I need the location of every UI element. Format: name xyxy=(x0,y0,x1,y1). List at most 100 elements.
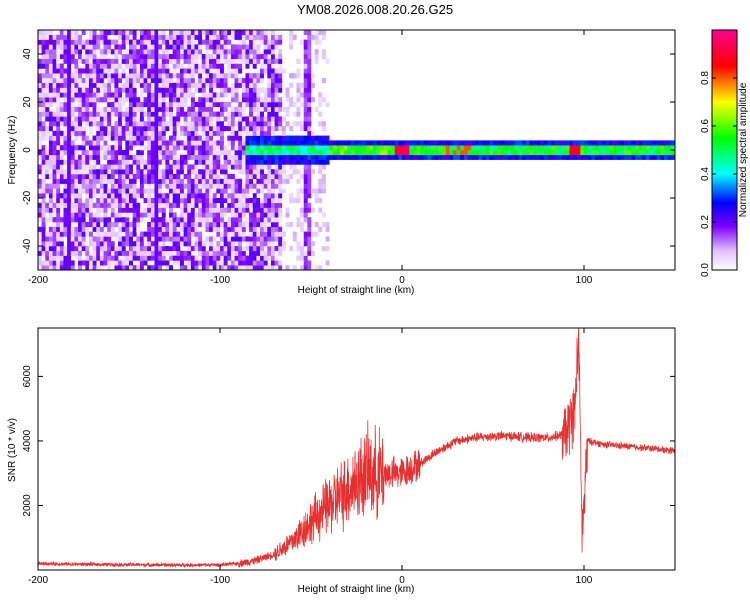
heatmap-cell xyxy=(121,202,126,208)
heatmap-cell xyxy=(325,58,330,64)
heatmap-cell xyxy=(249,58,254,64)
heatmap-cell xyxy=(194,135,199,141)
heatmap-cell xyxy=(234,150,239,156)
heatmap-cell xyxy=(198,73,203,79)
heatmap-cell xyxy=(107,246,112,252)
heatmap-cell xyxy=(201,78,206,84)
heatmap-cell xyxy=(147,236,152,242)
heatmap-cell xyxy=(81,54,86,60)
heatmap-cell xyxy=(558,150,563,156)
heatmap-cell xyxy=(52,58,57,64)
heatmap-cell xyxy=(179,92,184,98)
heatmap-cell xyxy=(118,102,123,108)
heatmap-cell xyxy=(147,39,152,45)
heatmap-cell xyxy=(230,54,235,60)
heatmap-cell xyxy=(121,159,126,165)
heatmap-cell xyxy=(96,231,101,237)
heatmap-cell xyxy=(158,135,163,141)
heatmap-cell xyxy=(318,150,323,156)
heatmap-cell xyxy=(78,255,82,261)
heatmap-cell xyxy=(103,126,108,132)
heatmap-cell xyxy=(198,30,203,36)
heatmap-cell xyxy=(161,87,166,93)
colorbar-tick-label: 0.8 xyxy=(700,71,711,85)
heatmap-cell xyxy=(216,265,221,270)
heatmap-cell xyxy=(671,140,675,146)
heatmap-cell xyxy=(114,159,119,165)
heatmap-cell xyxy=(198,193,203,199)
heatmap-cell xyxy=(227,30,232,36)
heatmap-cell xyxy=(227,68,232,74)
heatmap-cell xyxy=(81,58,86,64)
heatmap-cell xyxy=(114,154,119,160)
heatmap-cell xyxy=(99,198,104,204)
heatmap-cell xyxy=(238,30,243,36)
heatmap-cell xyxy=(263,102,268,108)
heatmap-cell xyxy=(234,68,239,74)
heatmap-cell xyxy=(318,188,323,194)
heatmap-cell xyxy=(223,49,228,55)
heatmap-cell xyxy=(103,202,108,208)
heatmap-cell xyxy=(150,154,155,160)
heatmap-cell xyxy=(187,164,192,170)
heatmap-cell xyxy=(103,68,108,74)
x-tick-label: -200 xyxy=(28,275,48,286)
heatmap-cell xyxy=(78,265,82,270)
heatmap-cell xyxy=(107,150,112,156)
heatmap-cell xyxy=(176,82,181,88)
heatmap-cell xyxy=(252,260,257,266)
heatmap-cell xyxy=(238,202,243,208)
heatmap-cell xyxy=(201,130,206,136)
heatmap-cell xyxy=(114,212,119,218)
heatmap-cell xyxy=(45,82,50,88)
heatmap-cell xyxy=(59,178,64,184)
heatmap-cell xyxy=(216,178,221,184)
heatmap-cell xyxy=(241,44,246,50)
heatmap-cell xyxy=(278,260,283,266)
heatmap-cell xyxy=(169,188,173,194)
heatmap-cell xyxy=(656,140,661,146)
heatmap-cell xyxy=(103,222,108,228)
heatmap-cell xyxy=(107,236,112,242)
heatmap-cell xyxy=(423,154,428,160)
heatmap-cell xyxy=(132,68,137,74)
heatmap-cell xyxy=(165,126,170,132)
heatmap-cell xyxy=(161,111,166,117)
heatmap-cell xyxy=(227,198,232,204)
heatmap-cell xyxy=(88,231,93,237)
heatmap-cell xyxy=(467,145,472,151)
heatmap-cell xyxy=(161,207,166,213)
heatmap-cell xyxy=(136,246,141,252)
heatmap-cell xyxy=(620,154,625,160)
heatmap-cell xyxy=(161,140,166,146)
heatmap-cell xyxy=(161,250,166,256)
heatmap-cell xyxy=(70,207,75,213)
heatmap-cell xyxy=(38,241,42,247)
heatmap-cell xyxy=(216,73,221,79)
heatmap-cell xyxy=(78,34,82,40)
heatmap-cell xyxy=(107,58,112,64)
heatmap-cell xyxy=(125,188,130,194)
heatmap-cell xyxy=(190,68,195,74)
heatmap-cell xyxy=(270,241,275,247)
heatmap-cell xyxy=(238,102,243,108)
heatmap-cell xyxy=(78,202,82,208)
heatmap-cell xyxy=(307,159,312,165)
heatmap-cell xyxy=(110,183,115,189)
heatmap-cell xyxy=(412,154,417,160)
heatmap-cell xyxy=(223,169,228,175)
heatmap-cell xyxy=(41,150,46,156)
heatmap-cell xyxy=(478,150,483,156)
heatmap-cell xyxy=(125,217,130,223)
heatmap-cell xyxy=(70,111,75,117)
heatmap-cell xyxy=(187,169,192,175)
heatmap-cell xyxy=(289,39,294,45)
heatmap-cell xyxy=(172,92,177,98)
heatmap-cell xyxy=(230,226,235,232)
heatmap-cell xyxy=(74,255,79,261)
heatmap-cell xyxy=(278,135,283,141)
heatmap-cell xyxy=(260,255,264,261)
heatmap-cell xyxy=(183,217,188,223)
heatmap-cell xyxy=(129,30,133,36)
heatmap-cell xyxy=(358,145,363,151)
